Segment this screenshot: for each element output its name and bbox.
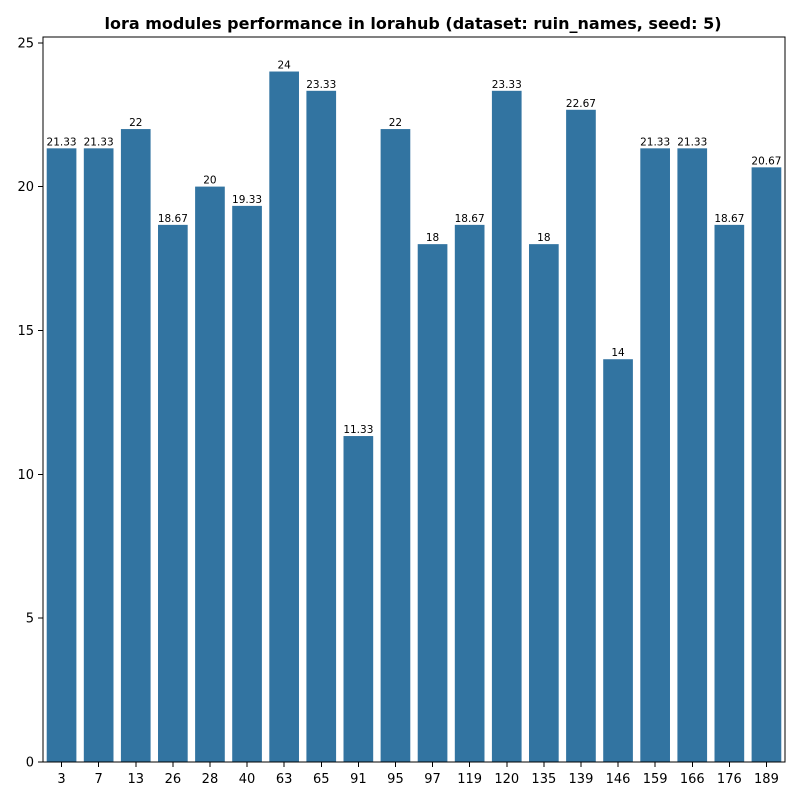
bar-189	[751, 167, 782, 762]
bar-166	[677, 148, 708, 763]
x-tick-label: 146	[606, 772, 631, 787]
x-tick-label: 26	[165, 772, 182, 787]
x-tick-label: 97	[424, 772, 441, 787]
y-tick-label: 25	[17, 36, 34, 51]
x-tick-label: 189	[754, 772, 779, 787]
bar-value-label: 21.33	[84, 136, 114, 148]
y-axis: 0 5 10 15 20 25	[17, 36, 43, 771]
bar-146	[603, 359, 633, 762]
bar-value-label: 18.67	[158, 213, 188, 225]
bar-value-label: 18	[426, 232, 439, 244]
plot-frame	[42, 36, 786, 763]
bar-value-label: 20.67	[751, 155, 781, 167]
bar-13	[120, 129, 151, 762]
x-tick-label: 139	[569, 772, 594, 787]
bar-value-label: 18.67	[455, 213, 485, 225]
x-tick-label: 13	[127, 772, 144, 787]
bar-26	[158, 224, 188, 762]
bar-value-label: 23.33	[306, 79, 336, 91]
bar-labels-group: 21.33 21.33 22 18.67 20 19.33 24 23.33 11.33 22 18…	[47, 60, 782, 437]
bar-95	[380, 129, 411, 762]
x-tick-label: 40	[239, 772, 256, 787]
bar-value-label: 11.33	[343, 424, 373, 436]
bar-7	[83, 148, 114, 763]
bar-value-label: 18.67	[714, 213, 744, 225]
bar-value-label: 18	[537, 232, 550, 244]
x-tick-label: 159	[643, 772, 668, 787]
bar-119	[454, 224, 485, 762]
bar-value-label: 22	[389, 117, 402, 129]
bar-97	[417, 244, 448, 762]
bar-3	[46, 148, 77, 763]
bar-91	[343, 436, 374, 762]
bar-value-label: 24	[277, 60, 291, 72]
x-tick-label: 166	[680, 772, 705, 787]
bar-139	[566, 109, 596, 763]
bar-value-label: 20	[203, 175, 216, 187]
x-tick-label: 119	[457, 772, 482, 787]
bar-value-label: 14	[611, 347, 625, 359]
bar-159	[640, 148, 670, 763]
x-tick-label: 95	[387, 772, 404, 787]
y-tick-label: 15	[17, 324, 34, 339]
x-tick-label: 3	[57, 772, 65, 787]
y-tick-label: 0	[26, 756, 34, 771]
y-tick-label: 5	[26, 612, 34, 627]
x-tick-label: 63	[276, 772, 293, 787]
x-tick-label: 176	[717, 772, 742, 787]
x-tick-label: 7	[95, 772, 103, 787]
x-tick-label: 65	[313, 772, 330, 787]
bar-value-label: 22	[129, 117, 142, 129]
x-tick-label: 120	[494, 772, 519, 787]
bar-65	[306, 90, 337, 763]
bar-135	[529, 244, 559, 762]
chart-title: lora modules performance in lorahub (dat…	[104, 14, 721, 33]
x-tick-label: 91	[350, 772, 367, 787]
bar-value-label: 19.33	[232, 194, 262, 206]
bar-176	[714, 224, 745, 762]
bar-value-label: 22.67	[566, 98, 596, 110]
bar-value-label: 21.33	[47, 136, 77, 148]
bar-40	[232, 205, 262, 762]
x-tick-label: 135	[531, 772, 556, 787]
bar-120	[491, 90, 522, 763]
y-tick-label: 10	[17, 468, 34, 483]
bar-value-label: 21.33	[677, 136, 707, 148]
bars-group	[46, 71, 782, 763]
x-axis: 3 7 13 26 28 40 63 65 91 95 97 119 120 135 139 146 159 16…	[57, 762, 779, 787]
y-tick-label: 20	[17, 180, 34, 195]
bar-28	[195, 186, 225, 763]
bar-value-label: 21.33	[640, 136, 670, 148]
bar-63	[269, 71, 299, 762]
x-tick-label: 28	[202, 772, 219, 787]
bar-value-label: 23.33	[492, 79, 522, 91]
